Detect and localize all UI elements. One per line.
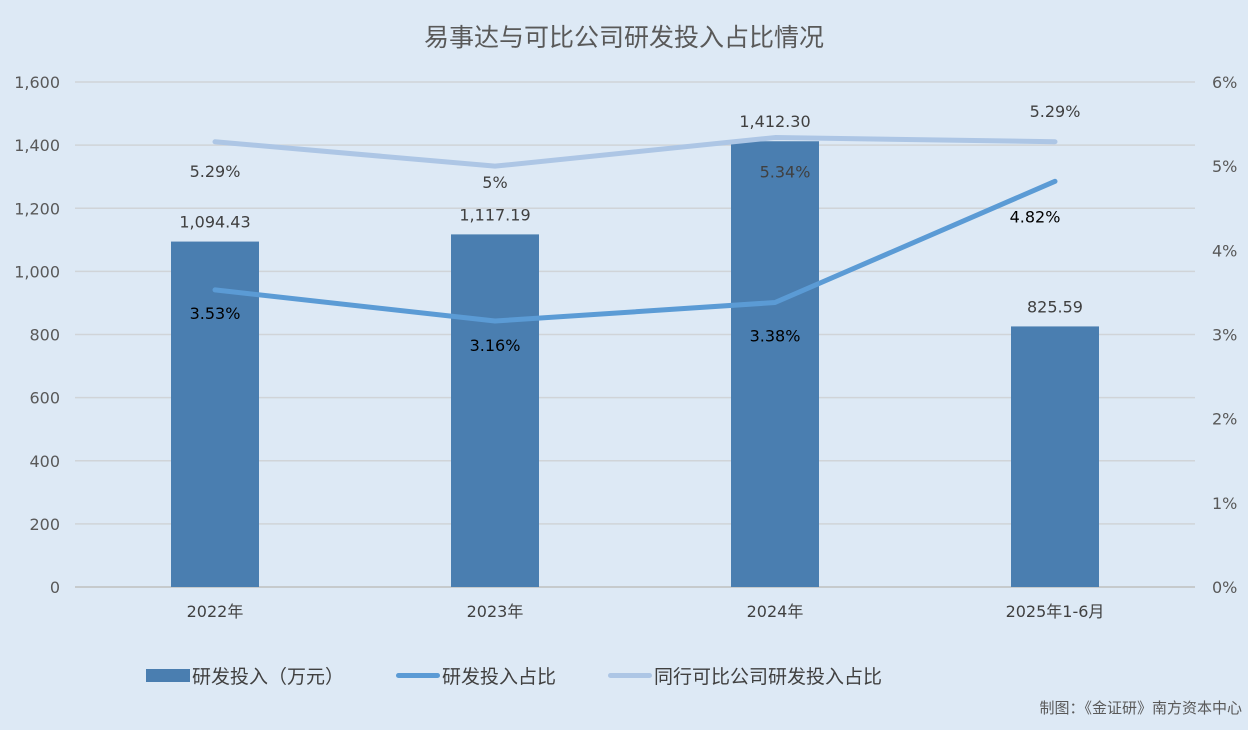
right-axis-tick: 3% (1212, 326, 1237, 345)
bar (1011, 326, 1099, 587)
legend-swatch (396, 673, 441, 678)
x-axis-tick: 2025年1-6月 (1006, 602, 1105, 621)
right-axis-tick: 5% (1212, 157, 1237, 176)
legend-label: 研发投入占比 (442, 666, 557, 688)
left-axis-tick: 200 (29, 515, 60, 534)
left-axis-tick: 1,000 (14, 262, 60, 281)
line-data-label: 3.38% (750, 327, 801, 346)
left-axis-tick: 600 (29, 389, 60, 408)
x-axis-tick: 2022年 (187, 602, 244, 621)
right-axis-tick: 6% (1212, 73, 1237, 92)
line-data-label: 5.34% (760, 163, 811, 182)
left-axis-tick: 1,600 (14, 73, 60, 92)
line-data-label: 3.53% (190, 304, 241, 323)
left-axis-tick: 400 (29, 452, 60, 471)
left-axis-tick: 800 (29, 326, 60, 345)
left-axis-tick: 1,400 (14, 136, 60, 155)
line-data-label: 5.29% (190, 162, 241, 181)
bar-value-label: 1,412.30 (739, 112, 810, 131)
bar-value-label: 1,117.19 (459, 205, 530, 224)
line-rd-ratio (212, 178, 1058, 324)
legend: 研发投入（万元） 研发投入占比 同行可比公司研发投入占比 (146, 662, 934, 689)
bar-value-label: 1,094.43 (179, 213, 250, 232)
line-data-label: 3.16% (470, 336, 521, 355)
right-axis-tick: 0% (1212, 578, 1237, 597)
bar-value-label: 825.59 (1027, 297, 1083, 316)
left-axis-tick: 1,200 (14, 199, 60, 218)
line-data-label: 5.29% (1030, 102, 1081, 121)
left-axis-tick: 0 (50, 578, 60, 597)
line-data-label: 5% (482, 173, 507, 192)
right-axis-tick: 2% (1212, 410, 1237, 429)
bar (451, 234, 539, 587)
legend-item-rd-investment: 研发投入（万元） (146, 662, 344, 689)
legend-swatch (146, 669, 190, 682)
legend-item-peer-ratio: 同行可比公司研发投入占比 (608, 662, 882, 689)
legend-swatch (608, 673, 653, 678)
chart-title: 易事达与可比公司研发投入占比情况 (423, 23, 824, 52)
legend-label: 同行可比公司研发投入占比 (654, 666, 883, 688)
legend-item-rd-ratio: 研发投入占比 (396, 662, 556, 689)
bar (171, 241, 259, 587)
x-axis-tick: 2024年 (747, 602, 804, 621)
bar (731, 141, 819, 588)
line-data-label: 4.82% (1010, 207, 1061, 226)
right-axis-tick: 1% (1212, 494, 1237, 513)
right-axis-tick: 4% (1212, 241, 1237, 260)
legend-label: 研发投入（万元） (192, 666, 345, 688)
x-axis-tick: 2023年 (467, 602, 524, 621)
credit-text: 制图：《金证研》南方资本中心 (1039, 699, 1242, 717)
line-peer-ratio (212, 135, 1058, 169)
